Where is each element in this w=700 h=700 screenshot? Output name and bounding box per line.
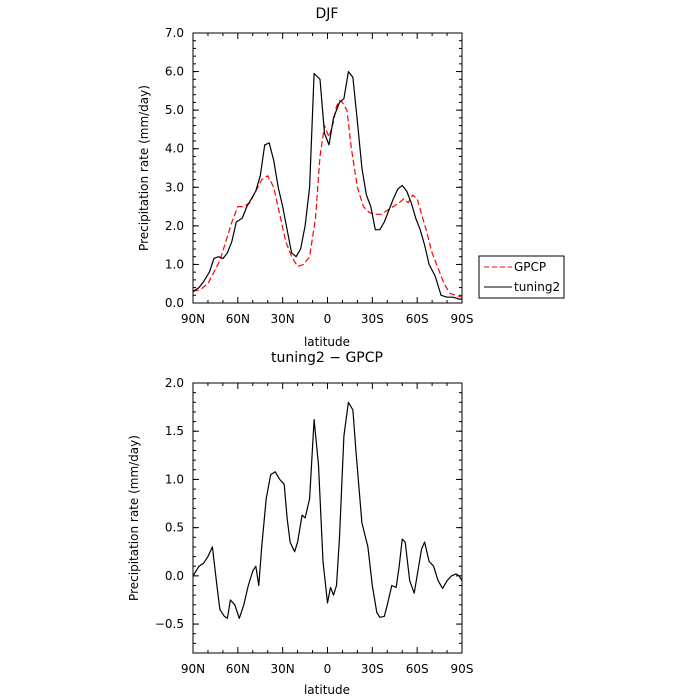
y-tick-label: 3.0 <box>165 180 184 194</box>
plot-frame <box>192 32 463 304</box>
x-tick-label: 60N <box>226 312 250 326</box>
y-tick-label: 6.0 <box>165 65 184 79</box>
y-tick-label: 5.0 <box>165 103 184 117</box>
x-tick-label: 90S <box>451 662 474 676</box>
y-axis-label: Precipitation rate (mm/day) <box>137 85 151 251</box>
y-tick-label: 0.5 <box>165 521 184 535</box>
x-tick-label: 90N <box>181 662 205 676</box>
legend: GPCP tuning2 <box>478 255 565 299</box>
y-tick-label: 0.0 <box>165 569 184 583</box>
y-tick-label: 1.5 <box>165 424 184 438</box>
y-tick-label: 4.0 <box>165 142 184 156</box>
series-group <box>192 70 463 300</box>
y-tick-label: −0.5 <box>155 617 184 631</box>
x-tick-label: 0 <box>324 662 332 676</box>
legend-box <box>478 255 565 299</box>
axis-ticks: 90N 60N 30N 0 30S 60S 90S −0.5 0.0 0.5 1.0 1.5 2.0 <box>155 376 474 676</box>
series-line-tuning2 <box>192 70 462 300</box>
x-tick-label: 90S <box>451 312 474 326</box>
series-line-gpcp <box>192 99 463 298</box>
y-tick-label: 2.0 <box>165 219 184 233</box>
plot-frame <box>192 382 463 654</box>
legend-label-gpcp: GPCP <box>514 260 546 274</box>
x-tick-label: 60S <box>406 312 429 326</box>
x-tick-label: 60S <box>406 662 429 676</box>
y-tick-label: 1.0 <box>165 472 184 486</box>
y-tick-label: 2.0 <box>165 376 184 390</box>
y-axis-label: Precipitation rate (mm/day) <box>127 435 141 601</box>
x-axis-label: latitude <box>304 335 350 349</box>
axis-ticks: 90N 60N 30N 0 30S 60S 90S 0.0 1.0 2.0 3.0 4.0 5.0 6.0… <box>165 26 474 326</box>
series-group <box>192 401 463 619</box>
series-line-difference <box>192 401 463 619</box>
x-tick-label: 30S <box>361 662 384 676</box>
x-axis-label: latitude <box>304 683 350 697</box>
y-tick-label: 7.0 <box>165 26 184 40</box>
y-tick-label: 1.0 <box>165 257 184 271</box>
y-tick-label: 0.0 <box>165 296 184 310</box>
x-tick-label: 90N <box>181 312 205 326</box>
x-tick-label: 30N <box>271 662 295 676</box>
panel-difference: tuning2 − GPCP 90N 60N 30N 0 30S 60S 90S −0.5 0.… <box>127 350 473 697</box>
panel-djf: DJF 90N 60N 30N 0 30S 60S 90S 0.0 1.0 2.0 3.0 4.0 5.… <box>137 6 565 349</box>
chart-title: tuning2 − GPCP <box>271 350 383 366</box>
x-tick-label: 60N <box>226 662 250 676</box>
x-tick-label: 30N <box>271 312 295 326</box>
x-tick-label: 30S <box>361 312 384 326</box>
x-tick-label: 0 <box>324 312 332 326</box>
chart-title: DJF <box>316 6 339 22</box>
legend-label-tuning2: tuning2 <box>514 280 560 294</box>
